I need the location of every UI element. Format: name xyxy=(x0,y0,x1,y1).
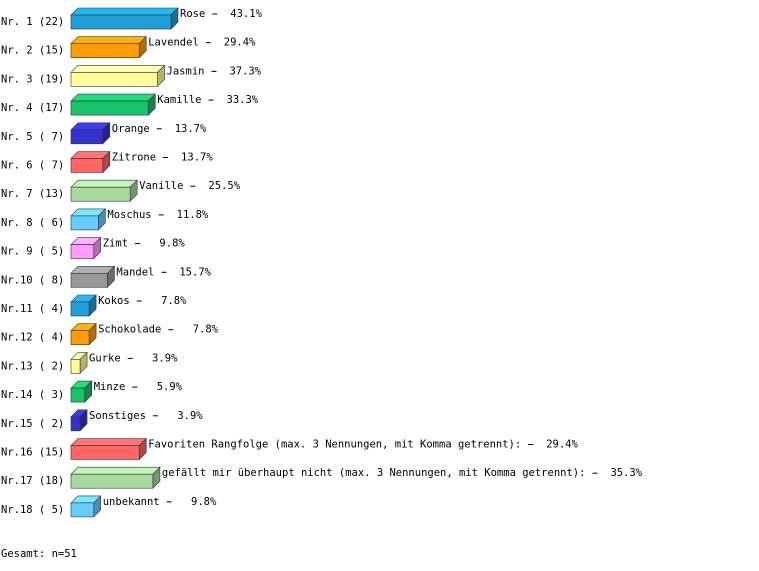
value-label: 9.8% xyxy=(191,496,217,508)
bar xyxy=(70,244,95,259)
bar-name: Orange xyxy=(112,123,150,135)
bar-name: Zitrone xyxy=(112,152,156,164)
bar xyxy=(70,215,99,231)
row-label: Nr. 5 ( 7) xyxy=(1,131,64,143)
value-label: 13.7% xyxy=(175,123,207,135)
row-label: Nr.14 ( 3) xyxy=(1,389,64,401)
bar-top xyxy=(70,65,166,73)
bar-name: Gurke xyxy=(89,352,121,364)
row-label: Nr.11 ( 4) xyxy=(1,303,64,315)
value-label: 3.9% xyxy=(177,410,203,422)
bar-top xyxy=(70,438,147,446)
row-label: Nr.12 ( 4) xyxy=(1,332,64,344)
value-label: 33.3% xyxy=(227,94,259,106)
bar-name: Rose xyxy=(180,8,205,20)
row-label: Nr. 8 ( 6) xyxy=(1,217,64,229)
bar-name: Kokos xyxy=(98,295,130,307)
bar-name: Sonstiges xyxy=(89,410,146,422)
bar xyxy=(70,416,81,432)
bar xyxy=(70,445,140,460)
bar xyxy=(70,186,131,202)
bar-top xyxy=(70,265,116,274)
value-label: 13.7% xyxy=(181,152,213,164)
row-label: Nr. 6 ( 7) xyxy=(1,160,64,172)
bar-top xyxy=(70,7,179,16)
bar-name: gefällt mir überhaupt nicht (max. 3 Nenn… xyxy=(162,467,586,479)
bar xyxy=(70,129,104,145)
row-label: Nr. 3 (19) xyxy=(1,73,64,85)
bar-top xyxy=(70,36,147,45)
bar xyxy=(70,14,172,30)
value-label: 7.8% xyxy=(193,324,219,336)
row-label: Nr.10 ( 8) xyxy=(1,274,64,286)
bar xyxy=(70,301,90,317)
bar-name: Mandel xyxy=(116,266,154,278)
bar-top xyxy=(70,466,161,475)
value-label: 43.1% xyxy=(230,8,262,20)
value-label: 7.8% xyxy=(161,295,187,307)
row-label: Nr.17 (18) xyxy=(1,475,64,487)
value-label: 9.8% xyxy=(159,238,185,250)
row-label: Nr.13 ( 2) xyxy=(1,360,64,372)
row-label: Nr.15 ( 2) xyxy=(1,418,64,430)
value-label: 29.4% xyxy=(546,439,578,451)
bar-top xyxy=(70,93,156,102)
value-label: 5.9% xyxy=(157,381,183,393)
bar-name: Schokolade xyxy=(98,324,161,336)
value-label: 37.3% xyxy=(229,65,261,77)
row-label: Nr. 1 (22) xyxy=(1,16,64,28)
value-label: 25.5% xyxy=(208,180,240,192)
bar-name: Kamille xyxy=(157,94,201,106)
bar-name: Jasmin xyxy=(167,65,205,77)
bar xyxy=(70,158,104,173)
value-label: 15.7% xyxy=(179,266,211,278)
bar-top xyxy=(70,179,138,188)
value-label: 3.9% xyxy=(152,352,178,364)
value-label: 29.4% xyxy=(224,37,256,49)
bar-name: unbekannt xyxy=(103,496,160,508)
row-label: Nr. 4 (17) xyxy=(1,102,64,114)
bar xyxy=(70,43,140,59)
bar-name: Zimt xyxy=(103,238,128,250)
value-label: 35.3% xyxy=(610,467,642,479)
value-label: 11.8% xyxy=(177,209,209,221)
bar-name: Lavendel xyxy=(148,37,199,49)
bar-name: Vanille xyxy=(139,180,183,192)
bar-name: Minze xyxy=(94,381,126,393)
footer: Gesamt: n=51 xyxy=(1,548,77,560)
bar xyxy=(70,387,85,403)
bar-name: Moschus xyxy=(107,209,151,221)
bar xyxy=(70,473,154,489)
row-label: Nr.16 (15) xyxy=(1,447,64,459)
bar xyxy=(70,502,95,518)
row-label: Nr.18 ( 5) xyxy=(1,504,64,516)
bar xyxy=(70,100,149,116)
bar xyxy=(70,359,81,374)
row-label: Nr. 2 (15) xyxy=(1,45,64,57)
bar xyxy=(70,272,108,288)
bar xyxy=(70,330,90,346)
row-label: Nr. 7 (13) xyxy=(1,188,64,200)
bar xyxy=(70,72,158,87)
row-label: Nr. 9 ( 5) xyxy=(1,246,64,258)
bar-name: Favoriten Rangfolge (max. 3 Nennungen, m… xyxy=(148,439,521,451)
